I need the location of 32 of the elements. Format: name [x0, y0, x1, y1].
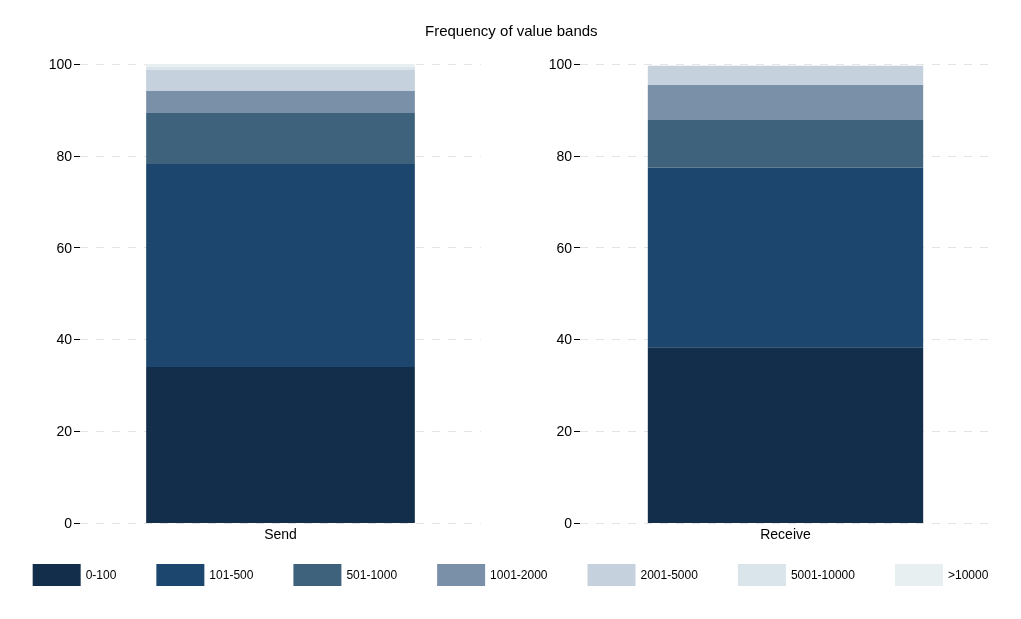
legend-label: 101-500	[209, 568, 254, 582]
bar	[146, 366, 415, 523]
bar	[647, 65, 924, 86]
bar	[647, 167, 924, 348]
legend-label: 1001-2000	[490, 568, 548, 582]
legend-label: 0-100	[85, 568, 117, 582]
y-tick-label: 0	[564, 515, 573, 531]
bar	[146, 113, 415, 165]
x-tick-label: Send	[264, 526, 297, 542]
text: Frequency of value bands	[425, 22, 598, 39]
legend-label: 501-1000	[346, 568, 398, 582]
y-tick-label: 80	[556, 147, 573, 164]
bar	[647, 347, 924, 523]
legend-label: >10000	[947, 568, 989, 582]
y-tick-label: 80	[56, 147, 73, 164]
y-tick-label: 100	[548, 56, 573, 72]
y-tick-label: 0	[64, 515, 73, 531]
y-tick-label: 20	[56, 423, 73, 440]
bar	[146, 164, 415, 367]
legend-label: 2001-5000	[640, 568, 699, 582]
bar	[647, 85, 924, 120]
bar	[146, 69, 415, 92]
y-tick-label: 60	[56, 239, 73, 256]
y-tick-label: 20	[556, 423, 573, 440]
y-tick-label: 100	[48, 56, 73, 72]
bar	[647, 120, 924, 168]
x-tick-label: Receive	[760, 526, 811, 542]
y-tick-label: 60	[556, 239, 573, 256]
bar	[146, 91, 415, 114]
y-tick-label: 40	[56, 331, 73, 348]
legend-label: 5001-10000	[790, 568, 856, 582]
y-tick-label: 40	[556, 331, 573, 348]
